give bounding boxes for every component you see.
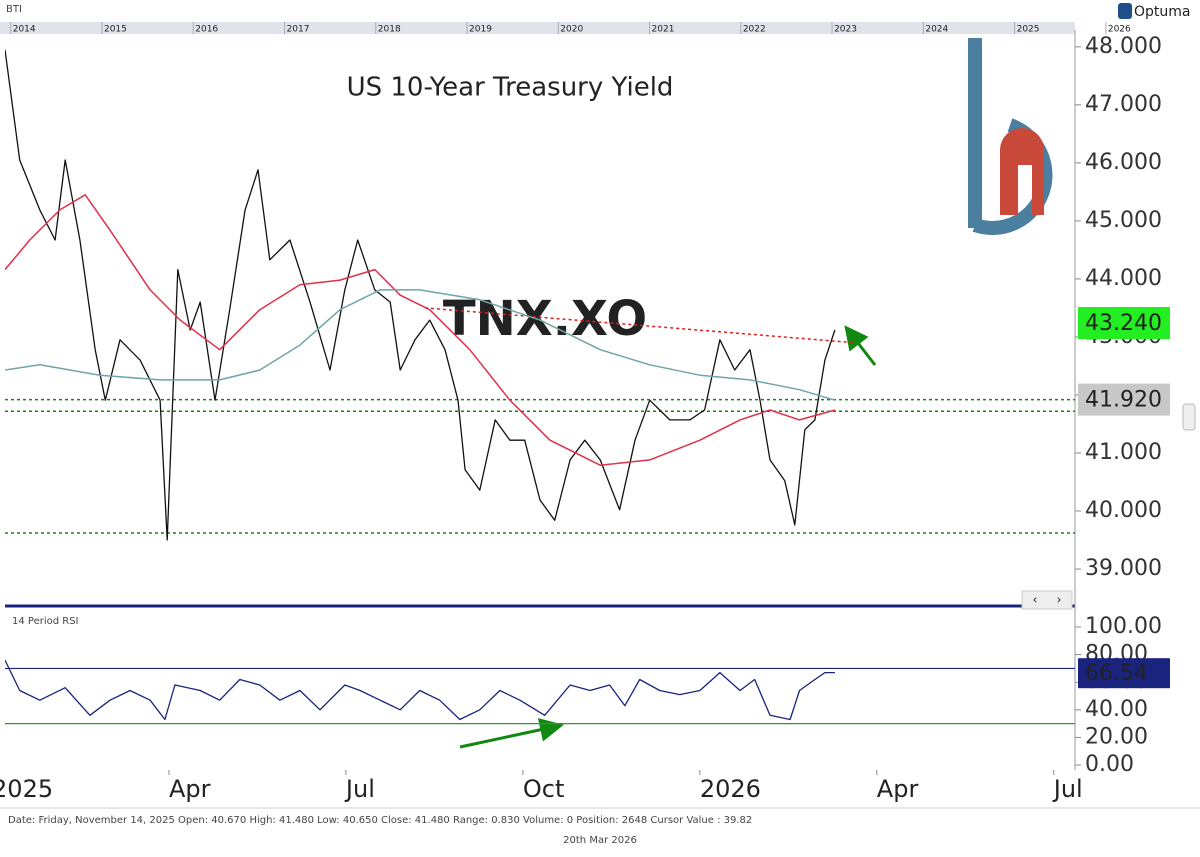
- x-tick-label: Jul: [1052, 775, 1083, 803]
- footer: [0, 808, 1200, 857]
- timeline: 2014 2015 2016 2017 2018 2019 2020 2021 2022 2023…: [10, 22, 1131, 35]
- logo: [968, 38, 1053, 235]
- timeline-label: 2024: [925, 25, 948, 35]
- panel-title: 14 Period RSI: [12, 616, 79, 627]
- toolbar: [0, 0, 1200, 22]
- y-tick-label: 47.000: [1085, 92, 1162, 117]
- x-tick-label: Jul: [344, 775, 375, 803]
- x-tick-label: 2026: [700, 775, 761, 803]
- y-tick-label: 20.00: [1085, 724, 1148, 749]
- y-tick-label: 41.000: [1085, 440, 1162, 465]
- scroll-left[interactable]: ‹: [1033, 593, 1038, 607]
- y-tick-label: 48.000: [1085, 34, 1162, 59]
- series-line: [5, 194, 836, 466]
- brand-icon: [1118, 3, 1132, 19]
- timeline-label: 2020: [560, 25, 583, 35]
- y-tick-label: 0.00: [1085, 752, 1134, 777]
- y-tick-label: 45.000: [1085, 208, 1162, 233]
- last-value-box: [1078, 658, 1170, 689]
- x-tick-label: 2025: [0, 775, 53, 803]
- timeline-label: 2022: [743, 25, 766, 35]
- series-line: [5, 289, 836, 401]
- annotation-arrow: [459, 718, 564, 749]
- timeline-label: 2026: [1108, 25, 1131, 35]
- last-value-label: 66.54: [1085, 661, 1148, 686]
- side-toggle[interactable]: [1182, 403, 1196, 431]
- timeline-strip[interactable]: [0, 22, 1075, 34]
- y-tick-label: 100.00: [1085, 614, 1162, 639]
- scroll-buttons[interactable]: [1021, 590, 1073, 610]
- scroll-right[interactable]: ›: [1057, 593, 1062, 607]
- timeline-label: 2017: [287, 25, 310, 35]
- cursor-date: 20th Mar 2026: [563, 835, 637, 846]
- y-tick-label: 44.000: [1085, 266, 1162, 291]
- brand: Optuma: [1134, 4, 1191, 20]
- last-value-label: 41.920: [1085, 388, 1162, 413]
- chart-title: US 10-Year Treasury Yield: [347, 73, 674, 103]
- plot-area: [5, 659, 1075, 725]
- x-tick-label: Apr: [877, 775, 919, 803]
- y-tick-label: 40.000: [1085, 498, 1162, 523]
- x-tick-label: Apr: [169, 775, 211, 803]
- timeline-label: 2019: [469, 25, 492, 35]
- status-bar: Date: Friday, November 14, 2025 Open: 40…: [8, 815, 752, 826]
- last-value-label: 43.240: [1085, 311, 1162, 336]
- y-tick-label: 40.00: [1085, 697, 1148, 722]
- annotation-arrow: [844, 325, 877, 366]
- plot-area: [5, 49, 1075, 541]
- timeline-label: 2018: [378, 25, 401, 35]
- last-value-box: [1078, 307, 1170, 340]
- timeline-label: 2014: [13, 25, 36, 35]
- y-tick-label: 39.000: [1085, 556, 1162, 581]
- series-line: [5, 659, 835, 721]
- timeline-label: 2015: [104, 25, 127, 35]
- timeline-label: 2023: [834, 25, 857, 35]
- watermark: TNX.XO: [443, 291, 647, 347]
- last-value-box: [1078, 383, 1170, 416]
- y-tick-label: 46.000: [1085, 150, 1162, 175]
- timeline-label: 2025: [1017, 25, 1040, 35]
- app-code: BTI: [6, 4, 22, 15]
- timeline-label: 2016: [195, 25, 218, 35]
- timeline-label: 2021: [652, 25, 675, 35]
- series-line: [5, 49, 836, 541]
- x-tick-label: Oct: [523, 775, 565, 803]
